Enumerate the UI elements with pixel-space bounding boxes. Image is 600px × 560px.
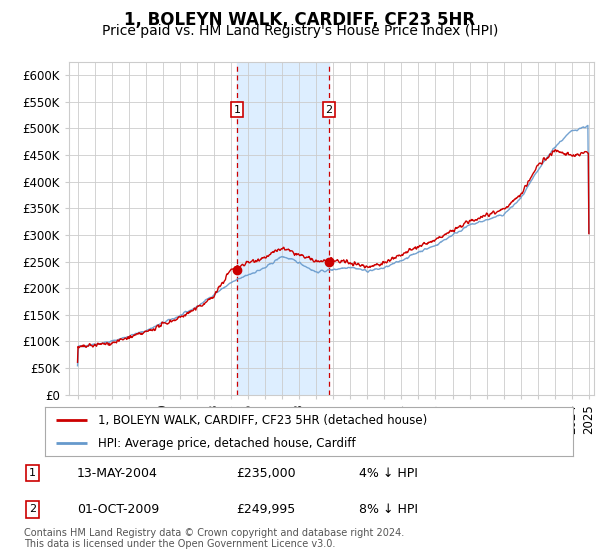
Bar <box>237 62 329 395</box>
Text: £249,995: £249,995 <box>236 503 295 516</box>
Text: 2: 2 <box>325 105 332 115</box>
Text: Price paid vs. HM Land Registry's House Price Index (HPI): Price paid vs. HM Land Registry's House … <box>102 24 498 38</box>
Text: Contains HM Land Registry data © Crown copyright and database right 2024.
This d: Contains HM Land Registry data © Crown c… <box>24 528 404 549</box>
Text: 13-MAY-2004: 13-MAY-2004 <box>77 467 158 480</box>
Text: 2: 2 <box>29 505 36 515</box>
Text: 1: 1 <box>233 105 241 115</box>
Text: 8% ↓ HPI: 8% ↓ HPI <box>359 503 418 516</box>
Text: 1, BOLEYN WALK, CARDIFF, CF23 5HR (detached house): 1, BOLEYN WALK, CARDIFF, CF23 5HR (detac… <box>98 414 427 427</box>
Text: 01-OCT-2009: 01-OCT-2009 <box>77 503 159 516</box>
Text: 1, BOLEYN WALK, CARDIFF, CF23 5HR: 1, BOLEYN WALK, CARDIFF, CF23 5HR <box>124 11 476 29</box>
Text: 1: 1 <box>29 468 36 478</box>
Text: £235,000: £235,000 <box>236 467 296 480</box>
Text: 4% ↓ HPI: 4% ↓ HPI <box>359 467 418 480</box>
Text: HPI: Average price, detached house, Cardiff: HPI: Average price, detached house, Card… <box>98 437 355 450</box>
